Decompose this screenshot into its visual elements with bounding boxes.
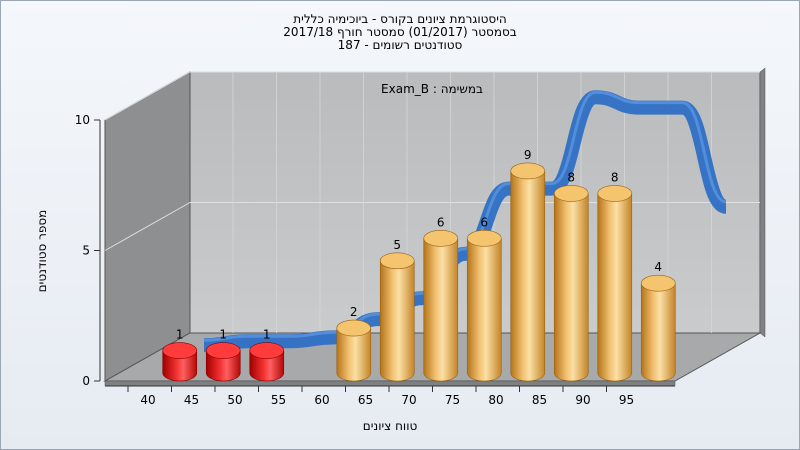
x-tick-label-3: 55	[271, 393, 286, 407]
bar-top-5	[423, 230, 459, 247]
bar-value-label-10: 4	[654, 260, 662, 274]
bars-group	[162, 162, 676, 382]
bar-body-10	[640, 282, 676, 382]
bar-top-3	[336, 319, 372, 337]
y-axis: 0 5 10	[75, 113, 101, 388]
x-tick-label-6: 70	[401, 393, 416, 407]
grid-line-left-1	[104, 202, 191, 251]
chart-title-line-1: היסטוגרמת ציונים בקורס - ביוכימיה כללית	[293, 12, 506, 26]
bar-body-1	[205, 350, 241, 382]
x-tick-label-8: 80	[488, 393, 503, 407]
bar-top-6	[466, 230, 502, 247]
bar-body-5	[423, 238, 459, 382]
bar-value-label-8: 8	[567, 170, 575, 184]
bar-top-10	[640, 274, 676, 292]
bar-top-9	[597, 185, 633, 202]
bar-body-9	[597, 193, 633, 382]
x-tick-label-7: 75	[445, 393, 460, 407]
y-tick-label-2: 10	[75, 113, 90, 127]
x-tick-label-1: 45	[184, 393, 199, 407]
chart-title-line-2: בסמסטר (01/2017) סמסטר חורף 2017/18	[283, 25, 516, 39]
bar-body-4	[379, 260, 415, 382]
bar-top-0	[162, 342, 198, 359]
bar-value-label-6: 6	[480, 215, 488, 229]
right-wall-edge	[759, 67, 766, 338]
bar-value-label-0: 1	[176, 328, 184, 342]
value-labels: 1 1 1 2 5 6 6 9 8 8 4	[176, 148, 662, 342]
bar-top-7	[510, 162, 546, 180]
exam-annotation: במשימה : Exam_B	[381, 82, 483, 96]
x-tick-label-5: 65	[358, 393, 373, 407]
bar-value-label-4: 5	[393, 238, 401, 252]
x-tick-label-9: 85	[532, 393, 547, 407]
y-axis-label: מספר סטודנטים	[35, 210, 49, 293]
bar-value-label-1: 1	[219, 328, 227, 342]
x-tick-label-2: 50	[227, 393, 242, 407]
bar-value-label-7: 9	[524, 148, 532, 162]
x-tick-label-0: 40	[140, 393, 155, 407]
x-tick-label-4: 60	[314, 393, 329, 407]
y-tick-label-1: 5	[82, 244, 90, 258]
bar-top-2	[249, 342, 285, 359]
bar-value-label-9: 8	[611, 170, 619, 184]
x-tick-label-10: 90	[575, 393, 590, 407]
bar-body-0	[162, 350, 198, 382]
bar-body-2	[249, 350, 285, 382]
bar-top-4	[379, 252, 415, 270]
y-tick-label-0: 0	[82, 374, 90, 388]
bar-value-label-3: 2	[350, 305, 358, 319]
x-axis: 40 45 50 55 60 65 70 75 80 85 90 95	[105, 385, 675, 407]
x-axis-label: טווח ציונים	[363, 419, 418, 433]
bar-body-6	[466, 238, 502, 382]
bar-body-7	[510, 170, 546, 382]
bar-body-8	[553, 193, 589, 382]
x-tick-label-11: 95	[619, 393, 634, 407]
bar-top-8	[553, 185, 589, 202]
floor-front-edge	[104, 380, 676, 387]
bar-value-label-5: 6	[437, 215, 445, 229]
grid-line-left-2	[104, 71, 191, 121]
bar-value-label-2: 1	[263, 328, 271, 342]
bar-top-1	[205, 342, 241, 359]
bar-body-3	[336, 327, 372, 382]
chart-title-line-3: סטודנטים רשומים - 187	[338, 38, 463, 52]
